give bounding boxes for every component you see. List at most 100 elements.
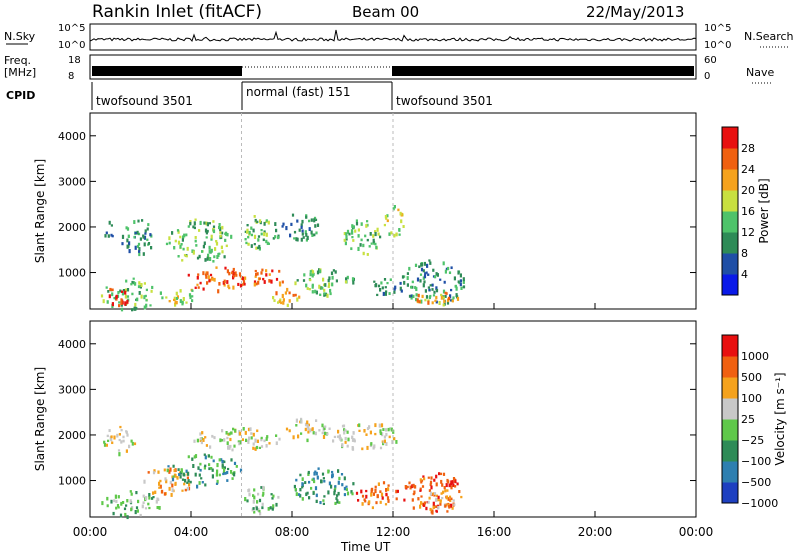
data-cell xyxy=(110,437,113,442)
data-cell xyxy=(246,230,249,234)
data-cell xyxy=(314,224,317,228)
data-cell xyxy=(450,497,453,501)
data-cell xyxy=(430,476,433,480)
data-cell xyxy=(165,479,168,484)
data-cell xyxy=(144,229,147,233)
data-cell xyxy=(387,427,390,432)
data-cell xyxy=(439,502,442,506)
data-cell xyxy=(182,247,185,251)
data-cell xyxy=(310,230,313,235)
data-cell xyxy=(319,269,322,274)
data-cell xyxy=(427,286,430,289)
data-cell xyxy=(278,281,282,286)
data-cell xyxy=(366,238,369,242)
data-cell xyxy=(292,293,295,297)
data-cell xyxy=(350,490,353,494)
data-cell xyxy=(403,280,406,285)
data-cell xyxy=(307,472,310,476)
data-cell xyxy=(267,507,270,511)
data-cell xyxy=(271,507,274,511)
data-cell xyxy=(361,502,364,506)
data-cell xyxy=(203,466,206,470)
data-cell xyxy=(121,292,124,296)
data-cell xyxy=(353,439,356,443)
data-cell xyxy=(216,479,219,484)
data-cell xyxy=(385,432,388,437)
data-cell xyxy=(443,486,446,490)
data-cell xyxy=(419,273,423,276)
data-cell xyxy=(301,219,304,224)
data-cell xyxy=(323,495,326,498)
data-cell xyxy=(333,435,336,439)
data-cell xyxy=(210,467,213,470)
data-cell xyxy=(316,223,320,227)
data-cell xyxy=(308,227,311,232)
y-tick-label: 4000 xyxy=(58,338,86,351)
data-cell xyxy=(294,281,297,286)
data-cell xyxy=(442,472,446,476)
data-cell xyxy=(374,485,377,489)
data-cell xyxy=(343,486,346,491)
data-cell xyxy=(212,260,215,263)
data-cell xyxy=(452,296,455,300)
data-cell xyxy=(243,282,246,286)
data-cell xyxy=(437,495,440,499)
data-cell xyxy=(169,467,172,472)
data-cell xyxy=(175,300,178,305)
data-cell xyxy=(260,445,264,448)
data-cell xyxy=(435,474,438,479)
data-cell xyxy=(261,494,264,497)
data-cell xyxy=(138,252,141,257)
data-cell xyxy=(221,225,224,230)
data-cell xyxy=(449,499,452,502)
data-cell xyxy=(334,270,337,274)
data-cell xyxy=(345,238,348,241)
data-cell xyxy=(431,288,434,291)
data-cell xyxy=(148,496,151,500)
data-cell xyxy=(428,259,431,262)
data-cell xyxy=(366,253,369,256)
data-cell xyxy=(231,477,234,480)
data-cell xyxy=(316,270,320,275)
data-cell xyxy=(165,242,169,246)
data-cell xyxy=(271,269,274,273)
y-tick-label: 3000 xyxy=(58,383,86,396)
data-cell xyxy=(174,482,177,486)
data-cell xyxy=(416,277,420,282)
colorbar-segment xyxy=(722,169,738,191)
data-cell xyxy=(300,237,303,242)
noise-strip: N.Sky N.Search 10^5 10^0 10^5 10^0 xyxy=(4,23,794,51)
data-cell xyxy=(299,488,302,492)
data-cell xyxy=(422,283,425,288)
data-cell xyxy=(266,241,269,246)
data-cell xyxy=(179,289,182,293)
data-cell xyxy=(205,230,208,235)
data-cell xyxy=(110,224,113,227)
data-cell xyxy=(186,476,189,480)
data-cell xyxy=(301,497,304,501)
data-cell xyxy=(121,242,124,246)
data-cell xyxy=(440,492,443,495)
data-cell xyxy=(374,423,377,428)
data-cell xyxy=(389,278,392,282)
data-cell xyxy=(182,473,185,477)
data-cell xyxy=(458,490,461,494)
data-cell xyxy=(358,429,361,432)
data-cell xyxy=(456,482,459,486)
data-cell xyxy=(253,510,256,514)
data-cell xyxy=(121,301,124,305)
data-cell xyxy=(275,434,278,437)
data-cell xyxy=(199,437,202,441)
data-cell xyxy=(218,473,221,477)
data-cell xyxy=(362,243,365,248)
data-cell xyxy=(136,509,139,513)
data-cell xyxy=(210,248,213,253)
data-cell xyxy=(427,273,430,276)
data-cell xyxy=(125,279,128,283)
data-cell xyxy=(429,480,433,485)
data-cell xyxy=(200,477,203,480)
data-cell xyxy=(117,506,120,509)
data-cell xyxy=(393,437,396,441)
data-cell xyxy=(254,218,257,223)
data-cell xyxy=(126,433,129,437)
